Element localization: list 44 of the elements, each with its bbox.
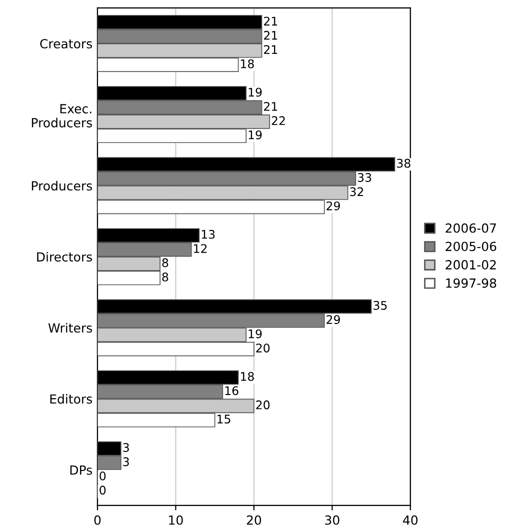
- data-label: 19: [248, 88, 262, 97]
- data-label: 21: [264, 45, 278, 54]
- y-tick-label: Directors: [37, 252, 92, 262]
- x-tick-label: 0: [94, 515, 101, 525]
- data-label: 0: [100, 471, 106, 480]
- data-label: 33: [358, 173, 372, 182]
- data-label: 3: [123, 457, 129, 466]
- legend-label: 2006-07: [446, 223, 496, 233]
- legend-label: 2005-06: [446, 242, 496, 252]
- data-label: 21: [264, 30, 278, 40]
- y-tick-label: Writers: [48, 323, 92, 333]
- data-label: 35: [374, 300, 387, 310]
- data-label: 19: [248, 329, 262, 338]
- data-label: 8: [162, 272, 168, 282]
- y-tick-label: Editors: [50, 394, 92, 404]
- x-tick-label: 40: [403, 515, 418, 525]
- data-label: 21: [264, 102, 278, 111]
- legend-label: 2001-02: [446, 260, 496, 270]
- data-label: 29: [326, 315, 340, 324]
- data-label: 29: [326, 201, 340, 210]
- data-label: 38: [397, 158, 410, 168]
- y-tick-label: DPs: [70, 466, 92, 475]
- data-label: 0: [100, 486, 106, 495]
- y-tick-label: Producers: [32, 180, 92, 191]
- data-label: 16: [225, 386, 238, 396]
- data-label: 12: [194, 244, 207, 253]
- data-label: 21: [264, 16, 278, 26]
- data-label: 3: [123, 443, 129, 452]
- x-tick-label: 10: [169, 515, 183, 525]
- data-label: 22: [272, 116, 285, 125]
- x-tick-label: 30: [325, 515, 340, 525]
- data-label: 15: [218, 414, 230, 424]
- y-tick-label: Exec. Producers: [32, 104, 92, 128]
- data-label: 20: [256, 400, 270, 410]
- legend-label: 1997-98: [446, 278, 496, 288]
- data-label: 19: [248, 130, 262, 140]
- data-label: 18: [240, 372, 254, 381]
- data-label: 18: [240, 59, 254, 68]
- data-label: 8: [162, 258, 168, 268]
- y-tick-label: Creators: [40, 38, 92, 48]
- data-label: 32: [350, 187, 364, 196]
- data-label: 20: [256, 344, 270, 352]
- data-label: 13: [202, 230, 215, 239]
- x-tick-label: 20: [246, 515, 262, 525]
